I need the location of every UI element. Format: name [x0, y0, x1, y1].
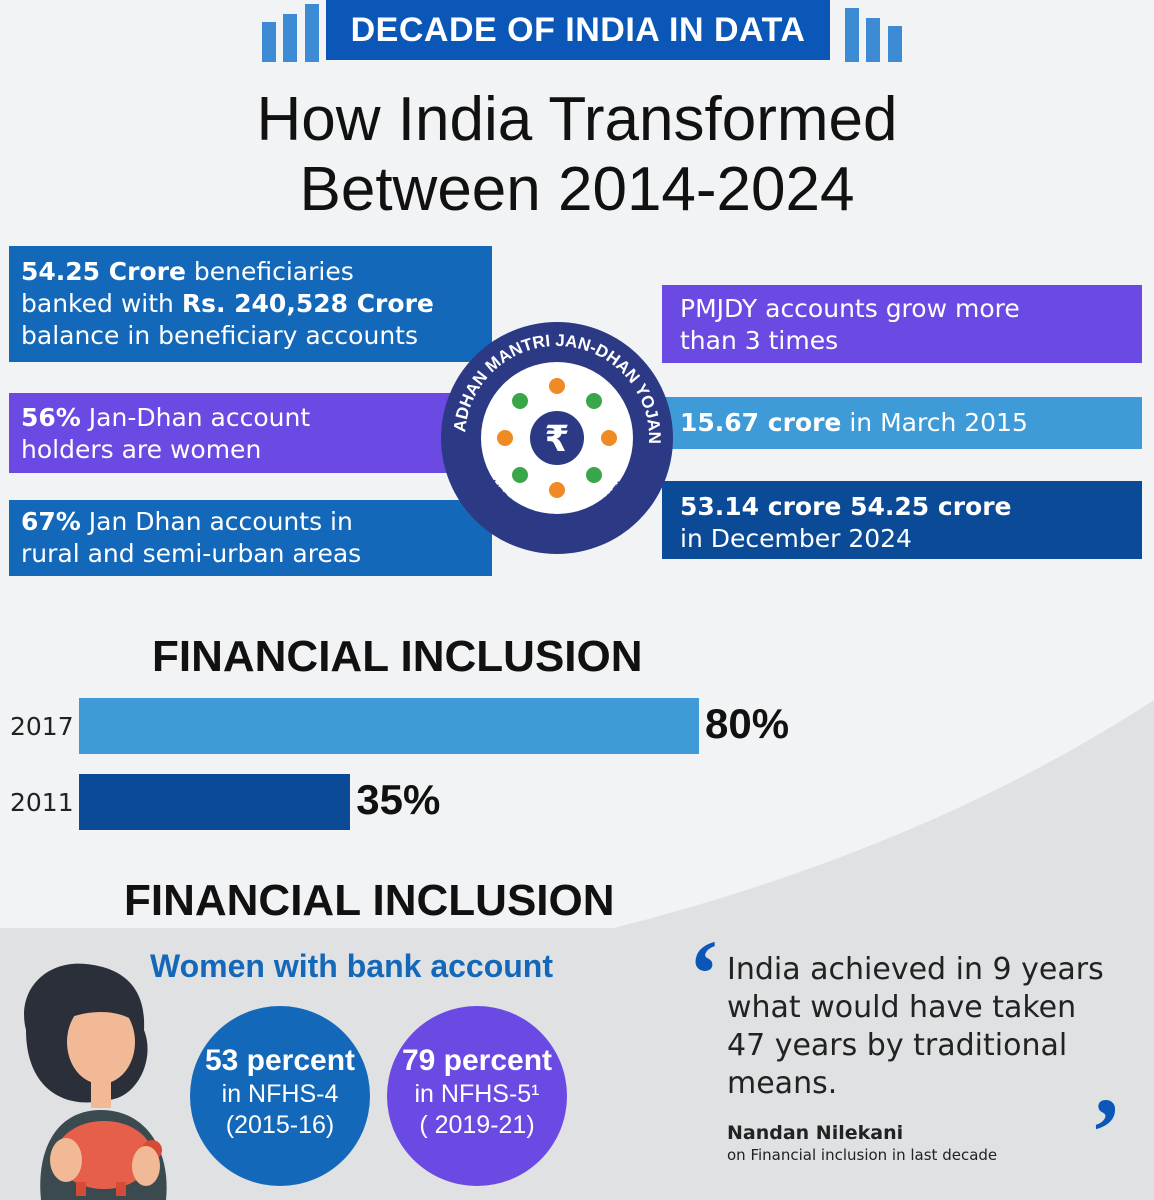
quote-line: 47 years by traditional	[727, 1028, 1068, 1063]
fact-text: rural and semi-urban areas	[21, 539, 362, 568]
stat-label: in NFHS-5¹	[414, 1080, 540, 1108]
fact-box-rural: 67% Jan Dhan accounts in rural and semi-…	[9, 500, 492, 576]
bottom-panel	[0, 928, 1154, 1200]
fact-bold: 56%	[21, 403, 81, 432]
woman-piggybank-illustration	[24, 963, 167, 1200]
fact-text: Jan-Dhan account	[80, 403, 311, 432]
decor-bar-icon	[845, 8, 859, 62]
bar-year-label: 2011	[10, 788, 74, 817]
fact-box-growth: PMJDY accounts grow more than 3 times	[662, 285, 1142, 363]
stat-value: 53 percent	[204, 1044, 356, 1077]
title-line-1: How India Transformed	[256, 85, 898, 154]
section-title: FINANCIAL INCLUSION	[124, 876, 615, 925]
bar-2017	[79, 698, 699, 754]
title-line-2: Between 2014-2024	[299, 155, 855, 224]
fact-box-2015: 15.67 crore in March 2015	[662, 397, 1142, 449]
rupee-icon: ₹	[544, 419, 569, 460]
fact-box-2024: 53.14 crore 54.25 crore in December 2024	[662, 481, 1142, 559]
page-title: How India Transformed Between 2014-2024	[0, 85, 1154, 225]
bar-2011	[79, 774, 351, 830]
decor-bar-icon	[305, 4, 319, 62]
fact-text: in December 2024	[680, 524, 912, 553]
pmjdy-logo-icon: PRADHAN MANTRI JAN-DHAN YOJANA MERA KHAT…	[437, 318, 673, 554]
fact-text: Jan Dhan accounts in	[80, 507, 353, 536]
fact-bold: Rs. 240,528 Crore	[181, 289, 434, 318]
background-swoosh	[520, 700, 1154, 950]
fact-bold: 54.25 Crore	[21, 257, 186, 286]
close-quote-icon: ’	[1090, 1078, 1122, 1185]
fact-bold: 67%	[21, 507, 81, 536]
fact-bold: 15.67 crore	[680, 408, 842, 437]
stat-period: ( 2019-21)	[419, 1111, 535, 1139]
fact-text: beneficiaries	[185, 257, 354, 286]
decor-bar-icon	[888, 26, 902, 62]
quote-author: Nandan Nilekani	[727, 1122, 904, 1144]
quote-text: India achieved in 9 years what would hav…	[727, 951, 1104, 1103]
decor-bar-icon	[262, 22, 276, 62]
chart-title: FINANCIAL INCLUSION	[152, 632, 643, 681]
women-heading: Women with bank account	[150, 948, 553, 984]
quote-line: India achieved in 9 years	[727, 952, 1104, 987]
bar-year-label: 2017	[10, 712, 74, 741]
fact-text: in March 2015	[841, 408, 1028, 437]
quote-line: means.	[727, 1066, 838, 1101]
quote-line: what would have taken	[727, 990, 1077, 1025]
stat-label: in NFHS-4	[221, 1080, 339, 1108]
open-quote-icon: ‘	[688, 920, 720, 1027]
bar-value-label: 35%	[356, 776, 441, 823]
stat-circle-nfhs5: 79 percent in NFHS-5¹ ( 2019-21)	[387, 1006, 567, 1186]
fact-box-beneficiaries: 54.25 Crore beneficiaries banked with Rs…	[9, 246, 492, 362]
fact-bold: 53.14 crore 54.25 crore	[680, 492, 1012, 521]
bar-chart: 2017 80% 2011 35%	[0, 690, 900, 840]
fact-text: balance in beneficiary accounts	[21, 321, 418, 350]
quote-caption: on Financial inclusion in last decade	[727, 1146, 998, 1164]
banner-title: DECADE OF INDIA IN DATA	[326, 0, 830, 60]
stat-period: (2015-16)	[225, 1111, 335, 1139]
stat-value: 79 percent	[401, 1044, 553, 1077]
decor-bar-icon	[283, 14, 297, 62]
decor-bar-icon	[866, 18, 880, 62]
fact-text: holders are women	[21, 435, 262, 464]
fact-text: than 3 times	[680, 326, 839, 355]
fact-text: banked with	[21, 289, 182, 318]
bar-value-label: 80%	[705, 700, 790, 747]
fact-text: PMJDY accounts grow more	[680, 294, 1020, 323]
stat-circle-nfhs4: 53 percent in NFHS-4 (2015-16)	[190, 1006, 370, 1186]
fact-box-women: 56% Jan-Dhan account holders are women	[9, 393, 459, 473]
